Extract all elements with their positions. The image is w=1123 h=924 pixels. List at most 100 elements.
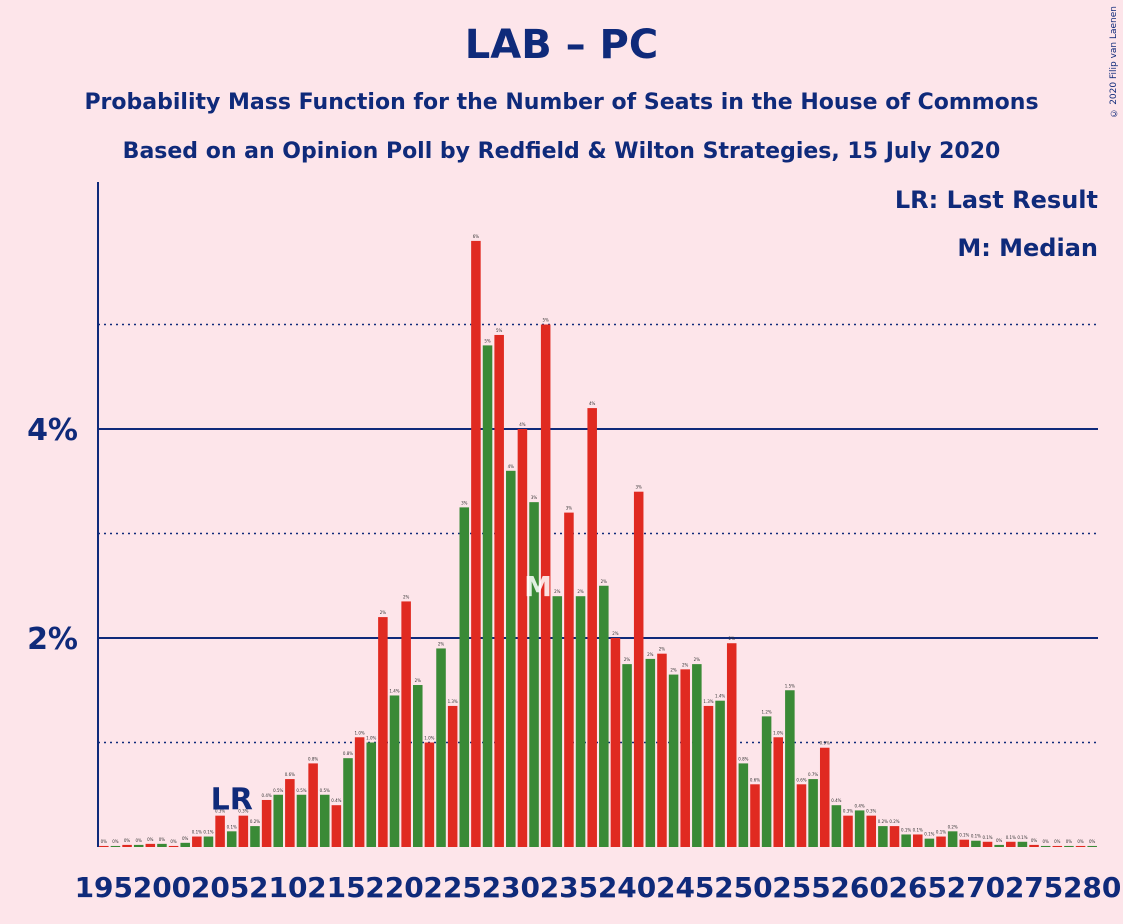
bar-seat-204: [203, 836, 214, 847]
bar-seat-231: [517, 429, 528, 847]
x-tick-label: 255: [772, 871, 830, 904]
bar-seat-196: [110, 845, 121, 847]
bar-value-label: 0.2%: [250, 819, 260, 824]
bar-value-label: 0.1%: [227, 824, 237, 829]
x-tick-label: 275: [1005, 871, 1063, 904]
bar-value-label: 1.4%: [715, 694, 725, 699]
bar-seat-259: [843, 815, 853, 847]
x-tick-label: 200: [133, 871, 191, 904]
bar-value-label: 1.0%: [366, 736, 376, 741]
bar-seat-202: [180, 842, 190, 847]
bar-value-label: 0%: [112, 839, 119, 844]
bar-seat-268: [947, 831, 958, 847]
bar-seat-244: [668, 674, 679, 847]
bar-value-label: 0.2%: [889, 819, 899, 824]
bar-seat-212: [296, 794, 307, 847]
bar-seat-261: [866, 815, 877, 847]
bar-seat-229: [494, 334, 504, 847]
x-tick-label: 265: [889, 871, 947, 904]
bar-value-label: 0.1%: [1017, 835, 1027, 840]
bar-value-label: 0%: [147, 837, 154, 842]
bar-seat-211: [285, 779, 295, 847]
bar-seat-255: [796, 784, 807, 847]
bar-value-label: 0%: [136, 838, 143, 843]
bar-value-label: 1.3%: [448, 699, 458, 704]
x-tick-label: 215: [307, 871, 365, 904]
bar-seat-275: [1029, 844, 1039, 847]
bar-seat-263: [889, 826, 900, 847]
bar-value-label: 2%: [670, 668, 677, 673]
bar-seat-272: [994, 844, 1004, 847]
bar-value-label: 5%: [484, 338, 491, 343]
bar-seat-205: [215, 815, 225, 847]
bar-seat-218: [366, 742, 377, 847]
bar-value-label: 0%: [1089, 839, 1096, 844]
bar-seat-260: [854, 810, 865, 847]
bar-seat-265: [913, 834, 923, 847]
bar-seat-256: [808, 779, 818, 847]
bar-value-label: 2%: [403, 594, 410, 599]
bar-seat-228: [482, 345, 493, 847]
bar-value-label: 4%: [589, 401, 596, 406]
bar-seat-262: [878, 826, 888, 847]
bar-seat-198: [133, 844, 144, 847]
x-tick-label: 280: [1063, 871, 1121, 904]
bar-seat-254: [785, 690, 795, 847]
bar-seat-264: [901, 834, 911, 847]
bar-seat-206: [226, 831, 237, 847]
bar-seat-248: [715, 700, 725, 847]
y-tick-label: 4%: [27, 413, 78, 448]
bar-value-label: 0.1%: [1006, 835, 1016, 840]
bar-seat-276: [1040, 845, 1051, 847]
bar-value-label: 0.1%: [982, 835, 992, 840]
bar-seat-233: [540, 324, 551, 847]
bar-value-label: 0%: [170, 839, 177, 844]
bar-value-label: 0.4%: [262, 793, 272, 798]
bar-seat-197: [122, 844, 132, 847]
bar-seat-200: [157, 843, 167, 847]
bar-value-label: 0.6%: [796, 777, 806, 782]
bar-seat-227: [471, 240, 481, 847]
bar-value-label: 4%: [508, 464, 515, 469]
bar-seat-258: [831, 805, 842, 847]
bar-seat-242: [645, 658, 656, 847]
bar-seat-241: [633, 491, 644, 847]
bar-seat-252: [761, 716, 772, 847]
bar-seat-210: [273, 794, 283, 847]
bar-seat-219: [378, 617, 388, 847]
bar-value-label: 0.5%: [273, 788, 283, 793]
bar-value-label: 2%: [647, 652, 654, 657]
x-tick-label: 260: [830, 871, 888, 904]
bar-seat-215: [331, 805, 342, 847]
bar-seat-246: [692, 664, 702, 847]
bar-value-label: 0.9%: [820, 741, 830, 746]
bar-seat-238: [599, 585, 609, 847]
bar-seat-220: [389, 695, 400, 847]
bar-value-label: 2%: [601, 579, 608, 584]
bar-seat-279: [1075, 845, 1086, 847]
bar-value-label: 2%: [577, 589, 584, 594]
chart-subtitle-2: Based on an Opinion Poll by Redfield & W…: [122, 139, 1001, 164]
bar-seat-247: [703, 705, 714, 847]
bar-value-label: 0.1%: [901, 827, 911, 832]
bar-seat-235: [564, 512, 574, 847]
bar-seat-217: [354, 737, 365, 847]
bar-value-label: 0%: [1066, 839, 1073, 844]
bar-value-label: 2%: [682, 662, 689, 667]
bar-seat-245: [680, 669, 690, 847]
bar-seat-213: [308, 763, 318, 847]
bar-seat-199: [145, 843, 156, 847]
bar-value-label: 0%: [1077, 839, 1084, 844]
bar-seat-269: [959, 839, 970, 847]
bar-value-label: 0.2%: [878, 819, 888, 824]
bar-seat-274: [1017, 841, 1028, 847]
bar-value-label: 1.0%: [424, 736, 434, 741]
bar-value-label: 3%: [461, 500, 468, 505]
bar-seat-280: [1087, 845, 1097, 847]
bar-value-label: 0.2%: [948, 824, 958, 829]
bar-seat-216: [343, 758, 353, 847]
bar-seat-237: [587, 408, 597, 847]
bar-seat-201: [168, 845, 179, 847]
bar-seat-209: [261, 799, 272, 847]
